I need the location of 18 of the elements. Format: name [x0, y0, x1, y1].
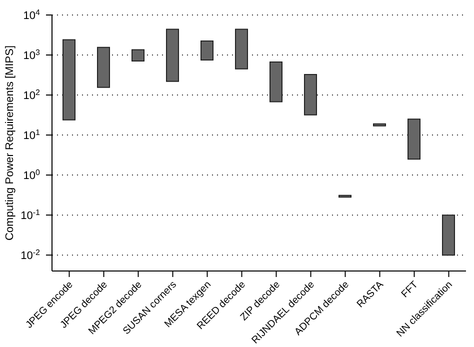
- bar: [62, 39, 76, 120]
- y-tick-label: 10$^{4}$: [23, 8, 41, 22]
- bar: [408, 118, 420, 160]
- bar: [132, 49, 144, 62]
- y-axis-title: Computing Power Requirements [MIPS]: [4, 45, 16, 241]
- bar: [442, 214, 455, 256]
- y-tick-label: 10$^{3}$: [23, 48, 41, 62]
- bar: [166, 28, 179, 82]
- bar: [270, 61, 282, 102]
- bar: [235, 28, 248, 70]
- y-tick-label: 10$^{-2}$: [20, 248, 41, 262]
- y-tick-label: 10$^{1}$: [23, 128, 41, 142]
- bar: [200, 40, 214, 61]
- bar: [97, 46, 110, 88]
- y-tick-label: 10$^{0}$: [23, 168, 41, 182]
- bar: [304, 74, 317, 116]
- y-tick-label: 10$^{-1}$: [20, 208, 41, 222]
- y-tick-label: 10$^{2}$: [23, 88, 41, 102]
